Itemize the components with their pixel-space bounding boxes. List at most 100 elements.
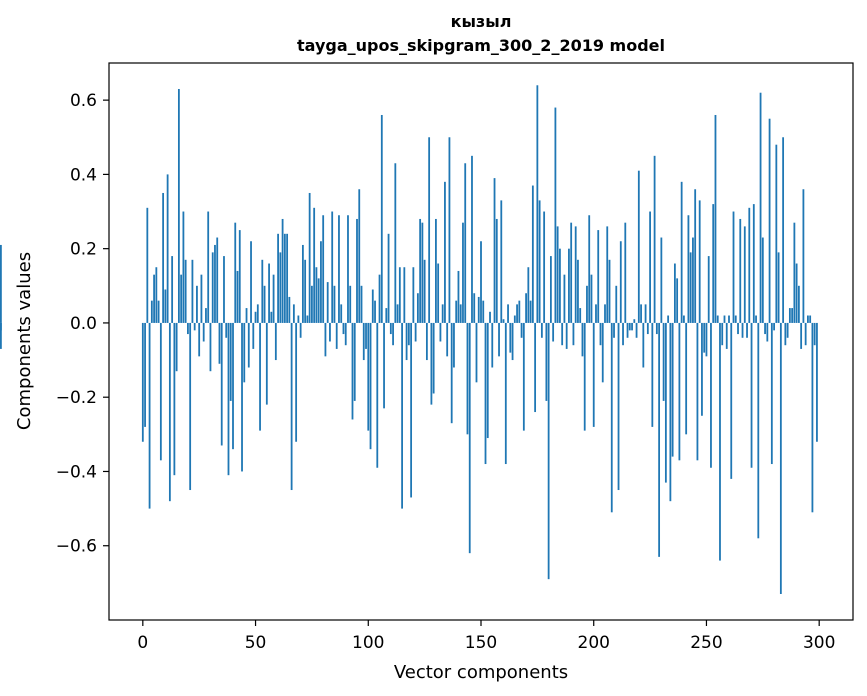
bar-235 bbox=[671, 322, 674, 457]
bar-52 bbox=[259, 322, 261, 431]
bar-293 bbox=[802, 189, 805, 323]
bar-238 bbox=[678, 322, 681, 461]
bar-85 bbox=[333, 285, 336, 323]
bar-179 bbox=[545, 322, 548, 401]
y-tick-label: −0.4 bbox=[56, 462, 97, 482]
bar-37 bbox=[225, 322, 228, 338]
bar-282 bbox=[777, 252, 780, 323]
bar-279 bbox=[770, 322, 773, 465]
bar-208 bbox=[610, 322, 613, 513]
x-tick-label: 250 bbox=[690, 633, 722, 653]
bar-185 bbox=[559, 248, 561, 323]
bar-30 bbox=[209, 322, 212, 372]
bar-232 bbox=[664, 322, 667, 483]
bar-269 bbox=[748, 207, 751, 323]
bar-3 bbox=[148, 322, 151, 509]
bar-64 bbox=[286, 233, 289, 323]
bar-147 bbox=[473, 293, 476, 323]
bar-245 bbox=[694, 189, 697, 323]
bar-23 bbox=[193, 322, 196, 331]
bar-230 bbox=[660, 237, 663, 323]
bar-35 bbox=[220, 322, 223, 446]
bar-298 bbox=[813, 322, 816, 346]
bar-152 bbox=[484, 322, 487, 465]
bar-62 bbox=[281, 218, 284, 323]
bar-167 bbox=[518, 300, 521, 323]
bar-257 bbox=[721, 322, 724, 346]
bar-216 bbox=[628, 322, 631, 331]
bar-76 bbox=[313, 207, 316, 323]
bar-169 bbox=[522, 322, 525, 431]
y-tick-label: 0.4 bbox=[70, 165, 97, 185]
bar-285 bbox=[784, 322, 787, 346]
bar-271 bbox=[752, 204, 755, 323]
bar-43 bbox=[238, 230, 241, 323]
bar-129 bbox=[432, 322, 435, 394]
bar-70 bbox=[299, 322, 302, 338]
bar-183 bbox=[554, 107, 557, 323]
bar-96 bbox=[358, 189, 361, 323]
x-tick-label: 200 bbox=[578, 633, 610, 653]
bar-108 bbox=[385, 308, 388, 323]
bar-31 bbox=[211, 252, 214, 323]
bar-219 bbox=[635, 322, 638, 338]
bar-189 bbox=[568, 248, 570, 323]
bar-59 bbox=[274, 322, 277, 361]
bar-61 bbox=[279, 252, 282, 323]
bar-36 bbox=[223, 256, 225, 323]
bar-178 bbox=[543, 211, 546, 323]
bar-255 bbox=[716, 315, 719, 323]
bar-234 bbox=[669, 322, 672, 502]
bar-21 bbox=[189, 322, 192, 491]
x-tick-label: 150 bbox=[465, 633, 497, 653]
bar-264 bbox=[737, 322, 739, 335]
bar-26 bbox=[200, 274, 203, 323]
bar-239 bbox=[680, 181, 683, 323]
bar-197 bbox=[586, 285, 588, 323]
bar-80 bbox=[322, 215, 325, 323]
bar-83 bbox=[329, 322, 331, 342]
bar-81 bbox=[324, 322, 327, 357]
bar-291 bbox=[797, 285, 800, 323]
bar-74 bbox=[308, 192, 311, 323]
bar-34 bbox=[218, 322, 221, 364]
bar-75 bbox=[311, 285, 313, 323]
bar-222 bbox=[642, 322, 645, 368]
bar-236 bbox=[673, 263, 676, 323]
chart-title: кызыл bbox=[451, 12, 512, 31]
bar-50 bbox=[254, 311, 257, 323]
bar-106 bbox=[380, 114, 383, 323]
bar-73 bbox=[306, 315, 309, 323]
bar-5 bbox=[153, 274, 155, 323]
bar-268 bbox=[746, 322, 748, 338]
bar-273 bbox=[757, 322, 760, 539]
bar-12 bbox=[168, 322, 171, 502]
x-tick-label: 0 bbox=[137, 633, 148, 653]
bar-44 bbox=[241, 322, 243, 472]
bar-172 bbox=[529, 300, 532, 323]
bar-67 bbox=[292, 304, 295, 323]
bar-164 bbox=[511, 322, 514, 361]
bar-4 bbox=[150, 300, 153, 323]
bar-295 bbox=[807, 315, 809, 323]
bar-94 bbox=[353, 322, 356, 401]
bar-90 bbox=[344, 322, 347, 346]
bar-41 bbox=[234, 222, 237, 323]
bar-261 bbox=[730, 322, 733, 479]
bar-259 bbox=[725, 322, 728, 349]
bar-297 bbox=[811, 322, 814, 513]
bar-57 bbox=[270, 311, 273, 323]
bar-63 bbox=[283, 233, 286, 323]
y-axis-label: Components values bbox=[14, 252, 35, 430]
bar-38 bbox=[227, 322, 230, 476]
bar-127 bbox=[428, 137, 431, 323]
bar-95 bbox=[356, 218, 358, 323]
bar-256 bbox=[719, 322, 721, 561]
bar-160 bbox=[502, 319, 505, 323]
bar-17 bbox=[180, 274, 183, 323]
bar-18 bbox=[182, 211, 185, 323]
bar-19 bbox=[184, 259, 187, 323]
bar-149 bbox=[477, 296, 480, 323]
bar-163 bbox=[509, 322, 512, 353]
bar-22 bbox=[191, 259, 194, 323]
